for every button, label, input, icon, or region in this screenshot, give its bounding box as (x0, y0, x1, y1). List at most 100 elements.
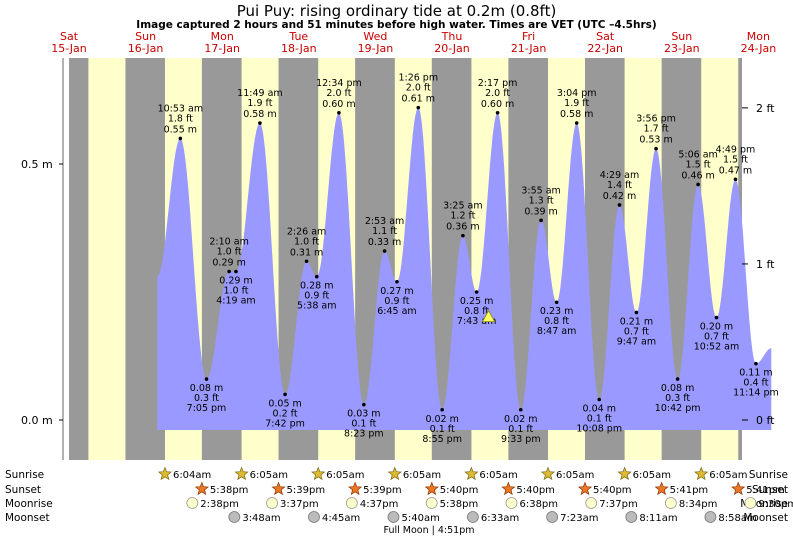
tide-time-label: 5:38 am (297, 301, 336, 312)
sunrise-time: 6:05am (633, 470, 671, 481)
sunrise-icon (540, 466, 556, 481)
moonset-icon (625, 511, 638, 523)
tide-point (440, 407, 444, 412)
day-of-week-label: Sun (671, 30, 692, 43)
tide-ft-label: 1.9 ft (564, 98, 589, 109)
tide-point (754, 361, 758, 366)
moonrise-icon (345, 497, 358, 509)
tide-m-label: 0.29 m (219, 276, 252, 287)
tide-m-label: 0.21 m (620, 316, 653, 327)
moonset-icon (704, 511, 717, 523)
moonrise-time: 8:34pm (679, 499, 718, 510)
tide-time-label: 2:17 pm (478, 78, 518, 89)
tide-m-label: 0.58 m (243, 109, 276, 120)
tide-ft-label: 0.2 ft (273, 408, 298, 419)
tide-m-label: 0.08 m (661, 383, 694, 394)
moonrise-time: 2:38pm (200, 499, 239, 510)
date-label: 19-Jan (358, 42, 394, 55)
tide-m-label: 0.53 m (639, 135, 672, 146)
tide-ft-label: 1.0 ft (217, 247, 242, 258)
tide-ft-label: 1.0 ft (294, 236, 319, 247)
tide-time-label: 1:26 pm (398, 73, 438, 84)
tide-time-label: 9:33 pm (501, 434, 541, 445)
tide-ft-label: 2.0 ft (485, 88, 510, 99)
tide-m-label: 0.60 m (322, 99, 355, 110)
moonrise-icon (266, 497, 278, 509)
tide-point (675, 377, 680, 381)
tide-point (461, 233, 465, 238)
tide-ft-label: 1.7 ft (644, 124, 669, 135)
moonset-time: 8:58am (718, 513, 756, 524)
moonrise-time: 5:38pm (440, 499, 479, 510)
sunset-time: 5:39pm (363, 485, 402, 496)
moonset-time: 4:45am (322, 513, 360, 524)
sunrise-icon (234, 466, 249, 481)
sunrise-time: 6:05am (709, 470, 747, 481)
tide-ft-label: 0.1 ft (587, 414, 612, 425)
sunset-icon (348, 481, 363, 496)
current-level-marker (481, 309, 496, 323)
date-label: 23-Jan (664, 42, 700, 55)
tide-m-label: 0.55 m (164, 124, 197, 135)
date-label: 17-Jan (204, 42, 240, 55)
tide-curve-area (157, 107, 772, 430)
tide-ft-label: 1.5 ft (723, 154, 748, 165)
moonset-icon (228, 511, 241, 523)
sunrise-icon (464, 466, 479, 481)
tide-time-label: 6:45 am (377, 306, 416, 317)
sunset-time: 5:41pm (746, 485, 785, 496)
tide-time-label: 3:04 pm (557, 88, 597, 99)
tide-point (654, 146, 658, 151)
tide-point (597, 397, 602, 402)
date-label: 18-Jan (281, 42, 317, 55)
tide-point (554, 300, 559, 305)
day-of-week-label: Sat (596, 30, 615, 43)
day-of-week-label: Sun (135, 30, 156, 43)
day-of-week-label: Thu (441, 30, 463, 43)
tide-time-label: 4:49 pm (716, 144, 756, 155)
tide-m-label: 0.08 m (190, 383, 223, 394)
date-label: 24-Jan (741, 42, 777, 55)
sunrise-time: 6:04am (173, 470, 211, 481)
tide-point (733, 177, 738, 182)
tide-m-label: 0.04 m (583, 404, 616, 415)
chart-subtitle: Image captured 2 hours and 51 minutes be… (136, 19, 657, 31)
sunrise-icon (387, 466, 402, 481)
tide-ft-label: 1.5 ft (686, 159, 711, 170)
sunrise-row-label-left: Sunrise (5, 469, 44, 481)
tide-m-label: 0.47 m (719, 165, 752, 176)
tide-time-label: 5:06 am (678, 149, 717, 160)
tide-ft-label: 0.1 ft (351, 419, 376, 430)
tide-point (304, 259, 309, 264)
right-axis-label: 1 ft (756, 258, 775, 271)
sunset-icon (501, 481, 516, 496)
sunrise-time: 6:05am (479, 470, 517, 481)
tide-ft-label: 2.0 ft (406, 83, 431, 94)
date-label: 16-Jan (128, 42, 164, 55)
tide-m-label: 0.05 m (268, 398, 301, 409)
tide-m-label: 0.02 m (425, 414, 458, 425)
tide-m-label: 0.02 m (504, 414, 537, 425)
left-axis-label: 0.0 m (21, 414, 53, 427)
moonrise-icon (186, 497, 199, 509)
tide-time-label: 11:49 am (237, 88, 282, 99)
sunrise-icon (694, 466, 709, 481)
tide-time-label: 10:42 pm (655, 403, 701, 414)
sunset-time: 5:40pm (516, 485, 555, 496)
moonrise-time: 9:30pm (758, 499, 793, 510)
sunset-row-label-right: Sunset (752, 484, 788, 496)
sunset-icon (424, 481, 439, 496)
date-label: 15-Jan (51, 42, 87, 55)
sunset-time: 5:39pm (287, 485, 326, 496)
tide-time-label: 4:19 am (216, 296, 255, 307)
tide-time-label: 8:23 pm (344, 429, 384, 440)
moonrise-icon (664, 497, 677, 509)
moonrise-icon (744, 497, 757, 509)
tide-time-label: 4:29 am (600, 170, 639, 181)
date-label: 21-Jan (511, 42, 547, 55)
sunset-time: 5:40pm (593, 485, 632, 496)
tide-m-label: 0.46 m (681, 170, 714, 181)
tide-time-label: 7:42 pm (265, 418, 305, 429)
tide-point (539, 218, 543, 223)
tide-m-label: 0.27 m (380, 286, 413, 297)
